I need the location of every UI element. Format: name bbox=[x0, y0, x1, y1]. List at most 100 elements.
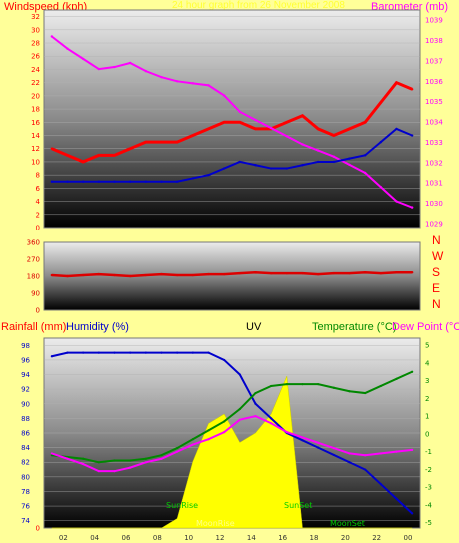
point-direction bbox=[348, 271, 351, 275]
point-average-wind bbox=[285, 167, 289, 170]
point-windspeed bbox=[160, 140, 163, 144]
barometer-tick-label: 1038 bbox=[425, 37, 443, 45]
point-humidity bbox=[223, 358, 226, 362]
point-average-wind bbox=[113, 180, 116, 183]
point-barometer bbox=[379, 186, 383, 189]
point-dew-point bbox=[113, 470, 116, 473]
point-dew-point bbox=[160, 457, 163, 460]
time-tick-label: 20 bbox=[341, 534, 350, 542]
point-dew-point bbox=[66, 457, 69, 460]
point-humidity bbox=[97, 351, 100, 354]
point-direction bbox=[81, 273, 85, 277]
point-humidity bbox=[66, 351, 69, 354]
time-tick-label: 16 bbox=[278, 534, 287, 542]
temperature-humidity-chart: 74767880828486889092949698-5-4-3-2-10123… bbox=[21, 337, 433, 542]
humidity-tick-label: 88 bbox=[21, 415, 30, 423]
point-direction bbox=[160, 272, 163, 276]
point-direction bbox=[379, 271, 383, 275]
time-tick-label: 14 bbox=[247, 534, 256, 542]
point-temperature bbox=[317, 383, 320, 386]
point-dew-point bbox=[379, 452, 382, 455]
point-temperature bbox=[82, 457, 85, 460]
series-line-windspeed bbox=[51, 80, 413, 164]
wind-plot-area bbox=[43, 9, 421, 229]
point-barometer bbox=[285, 135, 289, 138]
windspeed-tick-label: 28 bbox=[31, 40, 40, 48]
point-direction bbox=[144, 273, 148, 277]
barometer-tick-label: 1029 bbox=[425, 220, 443, 228]
point-dew-point bbox=[223, 431, 226, 434]
point-dew-point bbox=[176, 450, 179, 453]
point-temperature bbox=[332, 386, 335, 389]
humidity-tick-label: 98 bbox=[21, 342, 30, 350]
point-windspeed bbox=[50, 147, 54, 150]
time-tick-label: 06 bbox=[122, 534, 131, 542]
uv-area bbox=[51, 375, 413, 529]
temperature-tick-label: 0 bbox=[425, 430, 429, 438]
barometer-tick-label: 1030 bbox=[425, 200, 443, 208]
point-average-wind bbox=[363, 154, 367, 157]
humidity-tick-label: 82 bbox=[21, 459, 30, 467]
point-humidity bbox=[411, 512, 414, 515]
humidity-tick-label: 92 bbox=[21, 386, 30, 394]
point-direction bbox=[395, 271, 398, 274]
point-temperature bbox=[129, 459, 132, 462]
chart-date-title: 24 hour graph from 26 November 2008 bbox=[172, 0, 345, 11]
temperature-tick-label: 4 bbox=[425, 359, 430, 367]
barometer-tick-label: 1035 bbox=[425, 98, 443, 106]
point-windspeed bbox=[97, 154, 101, 157]
point-temperature bbox=[285, 383, 288, 386]
point-barometer bbox=[81, 57, 85, 61]
point-average-wind bbox=[269, 167, 273, 170]
point-windspeed bbox=[191, 134, 195, 137]
temperature-tick-label: -4 bbox=[425, 501, 433, 509]
point-temperature bbox=[176, 446, 179, 450]
point-barometer bbox=[175, 80, 179, 83]
temperature-tick-label: 2 bbox=[425, 395, 429, 403]
windspeed-tick-label: 26 bbox=[31, 53, 40, 61]
point-windspeed bbox=[128, 147, 132, 150]
point-humidity bbox=[160, 351, 163, 354]
point-direction bbox=[285, 271, 289, 275]
point-direction bbox=[222, 272, 226, 276]
direction-tick-label: 90 bbox=[31, 290, 40, 298]
direction-tick-label: 180 bbox=[27, 273, 40, 281]
point-humidity bbox=[129, 351, 132, 354]
point-humidity bbox=[50, 355, 53, 358]
point-humidity bbox=[82, 351, 85, 354]
direction-tick-label: 0 bbox=[36, 307, 40, 315]
point-humidity bbox=[254, 402, 257, 405]
point-barometer bbox=[348, 163, 351, 167]
point-dew-point bbox=[129, 466, 132, 469]
point-average-wind bbox=[144, 180, 148, 183]
point-humidity bbox=[144, 351, 147, 354]
point-barometer bbox=[395, 200, 398, 203]
point-average-wind bbox=[97, 180, 101, 183]
point-humidity bbox=[191, 351, 194, 354]
humidity-tick-label: 76 bbox=[21, 503, 30, 511]
humidity-tick-label: 86 bbox=[21, 430, 30, 438]
point-direction bbox=[332, 271, 336, 275]
time-tick-label: 12 bbox=[216, 534, 225, 542]
point-windspeed bbox=[81, 160, 85, 164]
point-barometer bbox=[332, 155, 336, 158]
point-barometer bbox=[66, 47, 69, 50]
point-barometer bbox=[160, 76, 163, 79]
point-dew-point bbox=[144, 461, 147, 464]
windspeed-tick-label: 10 bbox=[31, 158, 40, 166]
point-temperature bbox=[301, 383, 304, 386]
point-direction bbox=[363, 271, 367, 274]
windspeed-tick-label: 14 bbox=[31, 132, 40, 140]
point-average-wind bbox=[348, 157, 351, 160]
point-temperature bbox=[254, 391, 257, 395]
time-tick-label: 10 bbox=[184, 534, 193, 542]
temperature-tick-label: -3 bbox=[425, 484, 432, 492]
point-temperature bbox=[97, 461, 100, 464]
humidity-tick-label: 90 bbox=[21, 400, 30, 408]
moonrise-label: MoonRise bbox=[196, 519, 235, 528]
barometer-tick-label: 1037 bbox=[425, 57, 443, 65]
point-barometer bbox=[50, 35, 54, 38]
dewpoint-axis-label: Dew Point (°C) bbox=[392, 321, 459, 333]
direction-letter-w: W bbox=[432, 249, 444, 263]
